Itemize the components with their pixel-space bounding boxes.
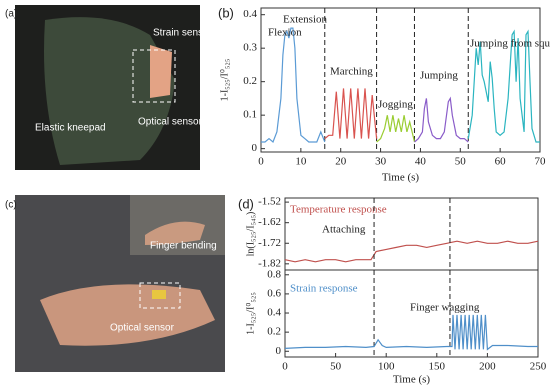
y-tick-label: 0: [276, 345, 282, 357]
y-tick-label: -1.82: [258, 257, 281, 269]
y-tick-label: 0.1: [243, 109, 257, 121]
annotation: Attaching: [322, 224, 366, 236]
y-tick-label: 0.2: [243, 75, 257, 87]
y-tick-label: -1.52: [258, 196, 281, 208]
y-axis-label: ln(I₅₂₅/I₅₄₅): [245, 212, 256, 257]
dashed-box: [132, 49, 176, 103]
annotation: Temperature response: [290, 204, 387, 216]
x-tick-label: 10: [295, 156, 307, 168]
data-line: [414, 96, 469, 143]
annotation: Marching: [330, 66, 373, 78]
sensor: [152, 290, 166, 299]
y-axis-label: 1-I₅₂₅/I⁰₅₂₅: [245, 292, 256, 335]
data-line: [284, 314, 538, 351]
sensor-patch: [150, 45, 172, 98]
x-tick-label: 250: [530, 361, 547, 373]
y-tick-label: 0: [252, 142, 258, 154]
dashed-box: [139, 282, 181, 309]
x-tick-label: 200: [479, 361, 496, 373]
y-tick-label: 0.2: [267, 326, 281, 338]
annotation: Elastic kneepad: [35, 123, 106, 134]
y-axis-label: 1-I₅₂₅/I⁰₅₂₅: [219, 59, 230, 102]
x-tick-label: 20: [335, 156, 347, 168]
data-line: [324, 88, 378, 140]
photo-c: (c) Finger bending Optical sensor: [5, 195, 225, 372]
data-line: [376, 115, 416, 143]
panel-label: (c): [5, 200, 17, 211]
annotation: Jumping from squatting: [470, 38, 550, 50]
y-tick-label: -1.62: [258, 216, 281, 228]
x-axis-label: Time (s): [393, 374, 431, 386]
photo-a: (a) Strain sensing Elastic kneepad Optic…: [5, 5, 216, 170]
kneepad: [44, 17, 175, 166]
annotation: Optical sensor: [110, 323, 175, 334]
x-tick-label: 50: [330, 361, 342, 373]
annotation: Strain sensing: [153, 28, 216, 39]
inset-finger: [145, 221, 205, 245]
hand: [40, 284, 215, 346]
y-tick-label: -1.72: [258, 237, 281, 249]
y-tick-label: 0.8: [267, 268, 281, 280]
data-line: [467, 29, 540, 143]
data-line: [261, 27, 326, 144]
panel-label: (d): [238, 196, 254, 211]
annotation: Strain response: [290, 283, 358, 295]
panel-label: (a): [5, 9, 17, 20]
annotation: Finger bending: [150, 241, 217, 252]
x-tick-label: 30: [375, 156, 387, 168]
data-line: [284, 240, 539, 263]
annotation: Jogging: [378, 99, 413, 111]
annotation: Optical sensor: [138, 117, 203, 128]
x-tick-label: 0: [282, 361, 288, 373]
y-tick-label: 0.6: [267, 287, 281, 299]
plot-frame: [260, 7, 541, 153]
x-tick-label: 50: [455, 156, 467, 168]
x-tick-label: 150: [429, 361, 446, 373]
y-tick-label: 0.3: [243, 42, 257, 54]
x-tick-label: 70: [535, 156, 547, 168]
panel-label: (b): [218, 5, 234, 20]
annotation: Flexion: [268, 27, 302, 39]
x-tick-label: 60: [495, 156, 507, 168]
y-tick-label: 0.4: [267, 307, 281, 319]
annotation: Extension: [283, 14, 327, 26]
x-tick-label: 40: [415, 156, 427, 168]
annotation: Finger wagging: [410, 302, 480, 314]
y-tick-label: 0.4: [243, 8, 257, 20]
x-tick-label: 100: [378, 361, 395, 373]
x-axis-label: Time (s): [382, 172, 420, 184]
annotation: Jumping: [420, 70, 458, 82]
x-tick-label: 0: [258, 156, 264, 168]
